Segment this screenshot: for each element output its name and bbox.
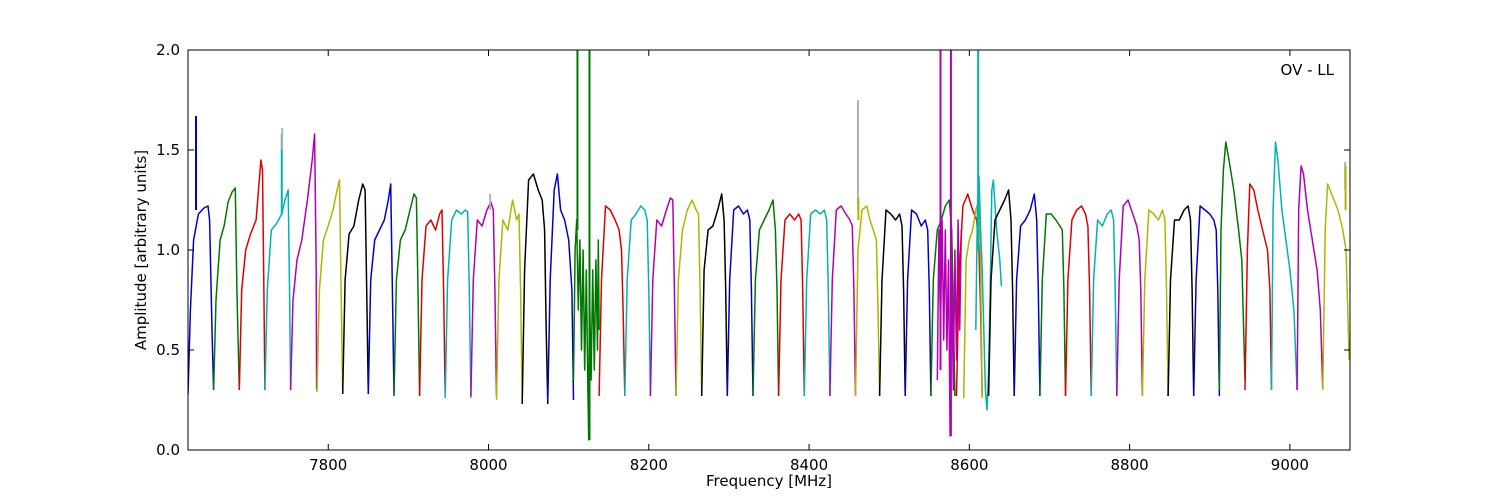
y-tick-label: 1.5 xyxy=(156,141,180,159)
x-tick-label: 8200 xyxy=(630,456,668,474)
x-axis-label: Frequency [MHz] xyxy=(706,472,832,490)
spectrum-series-34 xyxy=(987,189,1015,397)
spectrum-series-18 xyxy=(649,197,677,397)
plot-frame xyxy=(187,49,1351,451)
y-tick-label: 2.0 xyxy=(156,41,180,59)
spectrum-series-31 xyxy=(955,193,983,397)
spectrum-series-24 xyxy=(803,209,831,397)
spectrum-series-19 xyxy=(675,199,703,397)
spectrum-series-14 xyxy=(547,173,575,401)
spectrum-series-5 xyxy=(316,179,344,393)
spectrum-series-3 xyxy=(264,189,292,391)
spectrum-series-0 xyxy=(188,205,215,395)
spectrum-series-15 xyxy=(572,219,600,441)
spectrum-series-37 xyxy=(1064,205,1092,397)
spectrum-series-23 xyxy=(777,213,806,397)
y-tick-label: 0.5 xyxy=(156,341,180,359)
y-tick-label: 0.0 xyxy=(156,441,180,459)
spectrum-series-10 xyxy=(444,209,472,399)
x-tick-label: 8600 xyxy=(950,456,988,474)
spectrum-series-12 xyxy=(495,199,523,401)
spectrum-series-38 xyxy=(1090,209,1118,397)
spectrum-series-21 xyxy=(726,205,754,397)
x-tick-label: 7800 xyxy=(309,456,347,474)
spectrum-series-26 xyxy=(854,205,881,397)
spectrum-series-13 xyxy=(521,173,549,405)
spectrum-series-41 xyxy=(1167,205,1195,397)
spectrum-series-45 xyxy=(1270,141,1298,391)
spectrum-series-25 xyxy=(829,205,857,397)
y-axis-label: Amplitude [arbitrary units] xyxy=(132,150,150,350)
spectrum-series-46 xyxy=(1296,165,1324,391)
spectrum-series-40 xyxy=(1141,209,1169,397)
spectrum-series-1 xyxy=(212,187,241,391)
spectrum-series-8 xyxy=(393,193,421,397)
spectrum-series-44 xyxy=(1244,183,1273,391)
panel-annotation: OV - LL xyxy=(1281,61,1335,79)
spectrum-series-11 xyxy=(470,201,498,397)
spectrum-series-29 xyxy=(930,199,956,397)
spectrum-series-47 xyxy=(1322,183,1350,391)
x-tick-label: 9000 xyxy=(1271,456,1309,474)
spectrum-series-39 xyxy=(1116,199,1144,397)
x-tick-label: 8000 xyxy=(469,456,507,474)
spectrum-series-6 xyxy=(341,183,370,395)
x-tick-label: 8400 xyxy=(790,456,828,474)
spectrum-series-17 xyxy=(624,205,652,397)
spectrum-series-7 xyxy=(367,183,395,395)
ticks-layer: 7800 8000 8200 8400 8600 8800 9000 0.0 0.5 1.0 1.5… xyxy=(156,41,1350,474)
spectrum-series-36 xyxy=(1039,213,1067,397)
spectrum-series-22 xyxy=(752,199,780,397)
spectrum-series-33 xyxy=(975,175,1003,411)
spectrum-series-16 xyxy=(598,205,626,397)
spectrum-series-2 xyxy=(238,159,266,391)
spectrum-series-32 xyxy=(962,199,983,399)
spectrum-series-42 xyxy=(1192,205,1221,397)
y-tick-label: 1.0 xyxy=(156,241,180,259)
spectrum-series-43 xyxy=(1218,141,1246,391)
spectrum-series-27 xyxy=(878,209,906,397)
spectrum-series-9 xyxy=(418,209,446,397)
x-tick-label: 8800 xyxy=(1111,456,1149,474)
series-layer xyxy=(188,50,1350,441)
spectrum-series-28 xyxy=(904,209,932,397)
spectrum-series-20 xyxy=(700,193,729,397)
spectrum-series-35 xyxy=(1013,193,1041,397)
spectrum-series-4 xyxy=(289,133,318,391)
